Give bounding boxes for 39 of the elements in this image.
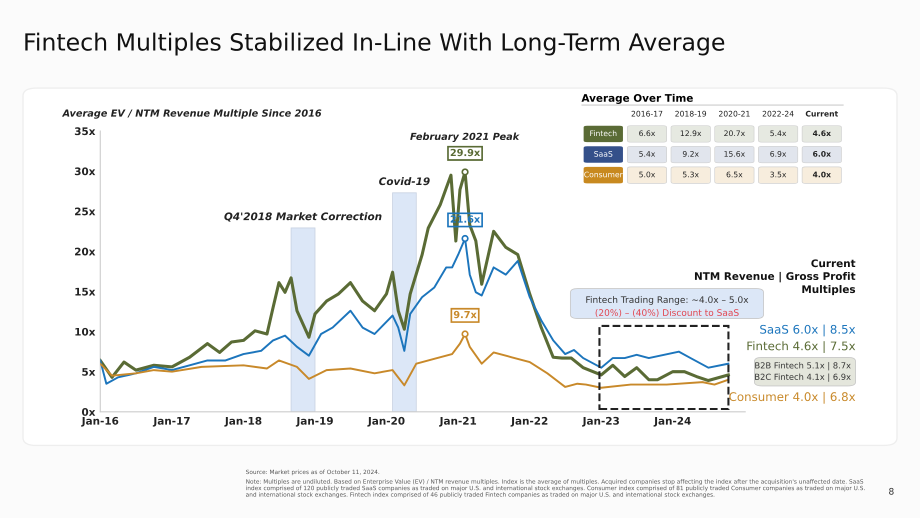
y-tick-label: 35x bbox=[74, 127, 96, 136]
band-label: Covid-19 bbox=[379, 177, 430, 186]
y-tick-label: 0x bbox=[82, 408, 96, 416]
y-tick-label: 15x bbox=[75, 288, 96, 296]
x-tick-label: Jan-17 bbox=[152, 416, 190, 427]
annotation: Fintech Trading Range: ~4.0x – 5.0x bbox=[586, 296, 748, 305]
x-tick-label: Jan-20 bbox=[367, 416, 405, 427]
x-tick-label: Jan-24 bbox=[654, 416, 691, 427]
y-tick-label: 30x bbox=[74, 167, 96, 176]
point bbox=[461, 330, 469, 338]
text: B2B Fintech 5.1x | 8.7x bbox=[755, 362, 851, 370]
text: B2C Fintech 4.1x | 6.9x bbox=[755, 373, 851, 382]
x-tick-label: Jan-18 bbox=[224, 416, 262, 427]
text: Fintech 4.6x | 7.5x bbox=[747, 341, 856, 353]
text: SaaS 6.0x | 8.5x bbox=[760, 324, 856, 336]
text: Average Over Time bbox=[581, 94, 693, 104]
annotation: February 2021 Peak bbox=[410, 132, 520, 142]
point bbox=[461, 234, 469, 242]
x-tick-label: Jan-22 bbox=[510, 416, 548, 427]
text: Current bbox=[811, 259, 856, 268]
x-tick-label: Jan-21 bbox=[439, 416, 476, 427]
text: Multiples bbox=[802, 285, 856, 296]
y-tick-label: 20x bbox=[75, 248, 96, 256]
annotation: Consumer 4.0x | 6.8x bbox=[729, 392, 856, 404]
point bbox=[461, 168, 469, 176]
annotation: NTM Revenue | Gross Profit bbox=[694, 272, 856, 282]
y-tick-label: 25x bbox=[75, 207, 96, 216]
y-tick-label: 10x bbox=[75, 328, 96, 336]
chart-title: Fintech Multiples Stabilized In-Line With Long-Term Average bbox=[25, 32, 724, 56]
chart-subtitle: Average EV / NTM Revenue Multiple Since 2016 bbox=[62, 109, 322, 119]
x-tick-label: Jan-16 bbox=[81, 416, 118, 427]
annotation: (20%) – (40%) Discount to SaaS bbox=[596, 309, 739, 318]
y-tick-label: 5x bbox=[82, 368, 96, 376]
x-tick-label: Jan-19 bbox=[296, 416, 333, 427]
annotation: 9.7x bbox=[454, 310, 477, 318]
text: 8 bbox=[889, 488, 894, 495]
annotation: 29.9x bbox=[450, 148, 480, 156]
x-tick-label: Jan-23 bbox=[582, 416, 619, 427]
band-label: Q4'2018 Market Correction bbox=[224, 212, 382, 222]
